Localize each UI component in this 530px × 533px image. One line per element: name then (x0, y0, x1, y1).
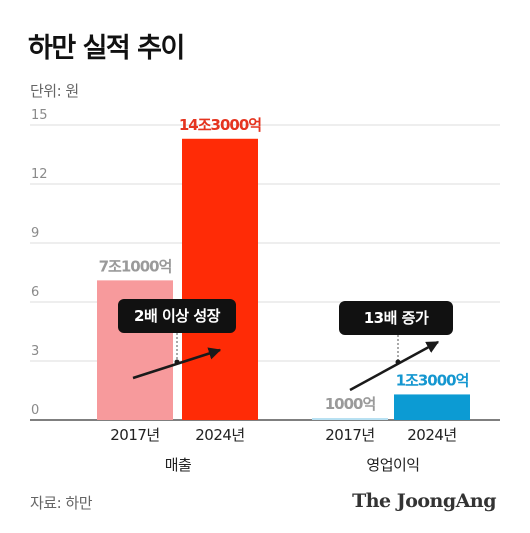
data-label: 1조3000억 (396, 371, 469, 389)
data-label: 14조3000억 (179, 116, 261, 134)
group-label: 영업이익 (366, 456, 419, 474)
callout-box (339, 301, 453, 335)
bar-1-0 (312, 418, 388, 420)
y-tick-label: 3 (31, 344, 39, 359)
unit-label: 단위: 원 (30, 82, 79, 100)
brand-logo: The JoongAng (352, 490, 496, 512)
data-label: 1000억 (325, 395, 376, 413)
x-tick-label: 2017년 (325, 426, 374, 444)
x-tick-label: 2024년 (407, 426, 456, 444)
y-tick-label: 12 (31, 167, 48, 182)
y-tick-label: 9 (31, 226, 39, 241)
y-tick-label: 15 (31, 108, 48, 123)
bar-0-1 (182, 138, 258, 420)
y-tick-label: 0 (31, 403, 39, 418)
trend-arrow (349, 340, 440, 392)
chart-title: 하만 실적 추이 (28, 33, 185, 64)
callout-text: 13배 증가 (364, 309, 429, 327)
data-label: 7조1000억 (99, 257, 172, 275)
x-tick-label: 2024년 (195, 426, 244, 444)
x-tick-label: 2017년 (110, 426, 159, 444)
group-label: 매출 (165, 456, 192, 474)
y-tick-label: 6 (31, 285, 39, 300)
trend-arrow (132, 347, 222, 380)
source-label: 자료: 하만 (30, 494, 93, 512)
callout-box (118, 299, 236, 333)
callout-text: 2배 이상 성장 (134, 307, 221, 325)
bar-1-1 (394, 394, 470, 420)
